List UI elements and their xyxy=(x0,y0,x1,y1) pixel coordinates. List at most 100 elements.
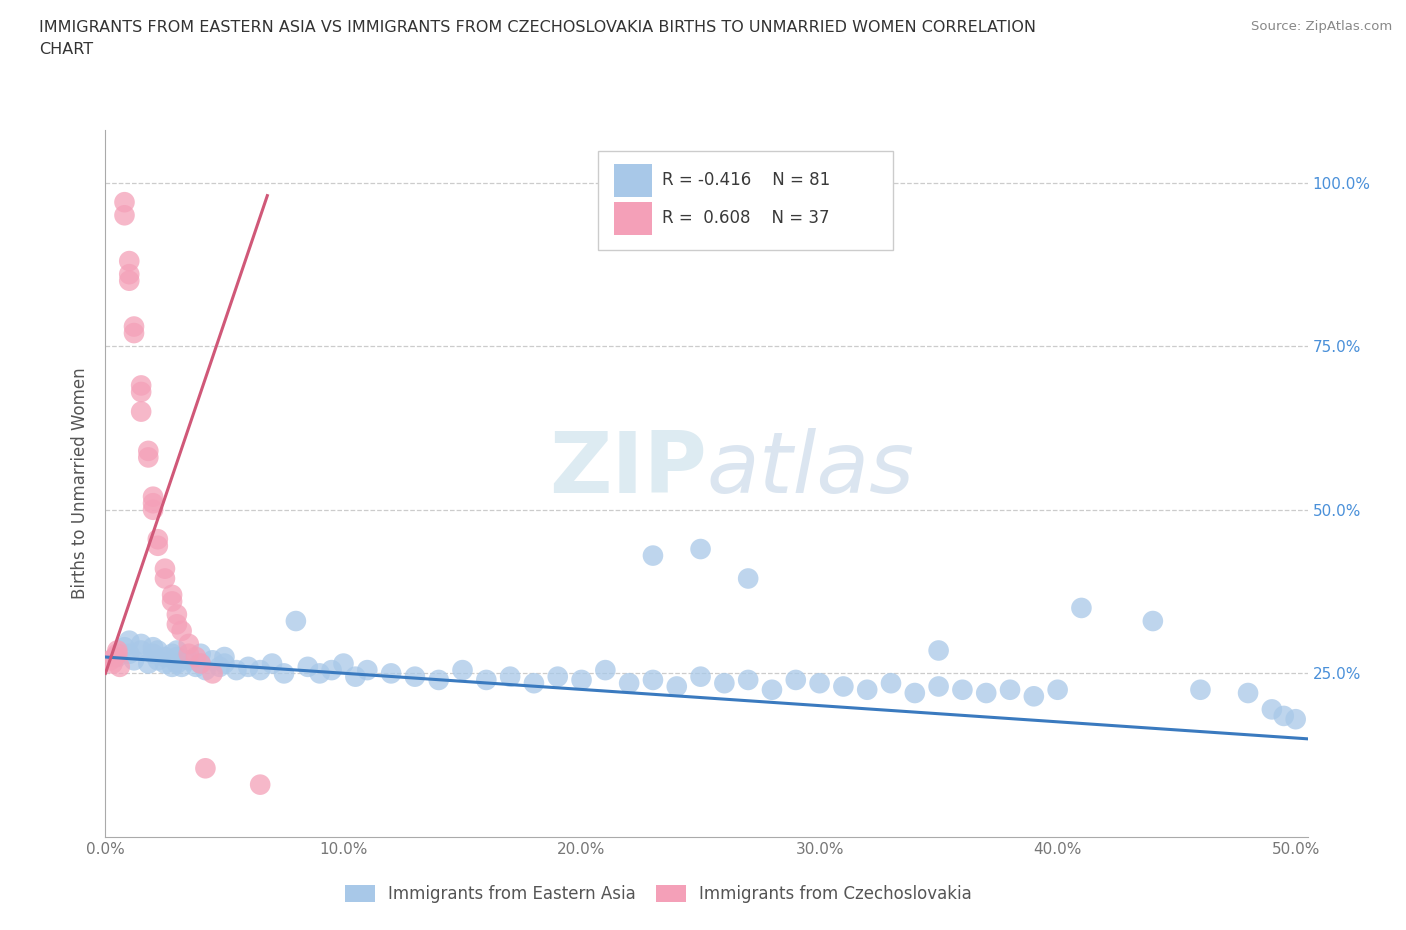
Text: IMMIGRANTS FROM EASTERN ASIA VS IMMIGRANTS FROM CZECHOSLOVAKIA BIRTHS TO UNMARRI: IMMIGRANTS FROM EASTERN ASIA VS IMMIGRAN… xyxy=(39,20,1036,35)
Point xyxy=(190,657,212,671)
Point xyxy=(190,646,212,661)
Point xyxy=(665,679,688,694)
Point xyxy=(166,649,188,664)
Point xyxy=(1261,702,1284,717)
Point xyxy=(160,646,183,661)
Point xyxy=(273,666,295,681)
Point xyxy=(184,649,207,664)
Point xyxy=(146,653,169,668)
Point xyxy=(160,659,183,674)
Point xyxy=(129,405,152,419)
Text: atlas: atlas xyxy=(707,428,914,511)
Point xyxy=(974,685,997,700)
Point xyxy=(184,659,207,674)
Point xyxy=(153,649,176,664)
Point xyxy=(153,657,176,671)
Point xyxy=(249,663,271,678)
Point xyxy=(146,538,169,553)
Point xyxy=(118,646,141,661)
FancyBboxPatch shape xyxy=(614,164,652,196)
Text: R =  0.608    N = 37: R = 0.608 N = 37 xyxy=(662,209,830,227)
Point xyxy=(928,643,950,658)
Point xyxy=(122,326,145,340)
Point xyxy=(595,663,617,678)
Point xyxy=(225,663,247,678)
Point xyxy=(404,670,426,684)
Point xyxy=(105,649,128,664)
Point xyxy=(713,676,735,691)
Point xyxy=(808,676,831,691)
Point xyxy=(105,643,128,658)
Point xyxy=(284,614,307,629)
Point xyxy=(1189,683,1212,698)
Legend: Immigrants from Eastern Asia, Immigrants from Czechoslovakia: Immigrants from Eastern Asia, Immigrants… xyxy=(339,879,979,910)
Point xyxy=(356,663,378,678)
Point xyxy=(177,646,200,661)
Point xyxy=(136,657,159,671)
Point xyxy=(201,666,224,681)
Point xyxy=(104,649,127,664)
Point xyxy=(880,676,903,691)
Point xyxy=(1022,689,1045,704)
Point xyxy=(105,646,128,661)
Text: R = -0.416    N = 81: R = -0.416 N = 81 xyxy=(662,171,831,189)
Point xyxy=(547,670,569,684)
Point xyxy=(380,666,402,681)
Point xyxy=(214,649,236,664)
Point xyxy=(177,653,200,668)
Point xyxy=(475,672,498,687)
Point xyxy=(170,659,193,674)
Point xyxy=(297,659,319,674)
Point xyxy=(249,777,271,792)
Y-axis label: Births to Unmarried Women: Births to Unmarried Women xyxy=(72,367,90,600)
Point xyxy=(998,683,1021,698)
Point xyxy=(856,683,879,698)
FancyBboxPatch shape xyxy=(614,203,652,234)
Point xyxy=(1046,683,1069,698)
Point xyxy=(761,683,783,698)
Point xyxy=(166,643,188,658)
Point xyxy=(101,657,124,671)
Point xyxy=(737,672,759,687)
Point xyxy=(1237,685,1260,700)
Point xyxy=(451,663,474,678)
Point xyxy=(98,653,121,668)
Point xyxy=(142,496,165,511)
Point xyxy=(114,640,136,655)
Point xyxy=(153,571,176,586)
Point xyxy=(928,679,950,694)
Point xyxy=(344,670,367,684)
Point xyxy=(523,676,546,691)
Point xyxy=(190,657,212,671)
Point xyxy=(785,672,807,687)
Point xyxy=(160,594,183,609)
FancyBboxPatch shape xyxy=(599,151,893,249)
Point xyxy=(617,676,640,691)
Point xyxy=(194,663,217,678)
Point xyxy=(427,672,450,687)
Point xyxy=(146,643,169,658)
Point xyxy=(1272,709,1295,724)
Point xyxy=(208,659,231,674)
Point xyxy=(194,761,217,776)
Point xyxy=(332,657,354,671)
Point xyxy=(321,663,343,678)
Point xyxy=(177,636,200,651)
Point xyxy=(214,657,236,671)
Point xyxy=(136,444,159,458)
Point xyxy=(142,646,165,661)
Point xyxy=(166,607,188,622)
Point xyxy=(689,670,711,684)
Point xyxy=(108,659,131,674)
Point xyxy=(142,502,165,517)
Point xyxy=(129,643,152,658)
Point xyxy=(1070,601,1092,616)
Point xyxy=(1142,614,1164,629)
Point xyxy=(201,653,224,668)
Point xyxy=(238,659,260,674)
Point xyxy=(129,636,152,651)
Point xyxy=(571,672,593,687)
Point xyxy=(166,617,188,631)
Point xyxy=(146,532,169,547)
Point xyxy=(129,384,152,399)
